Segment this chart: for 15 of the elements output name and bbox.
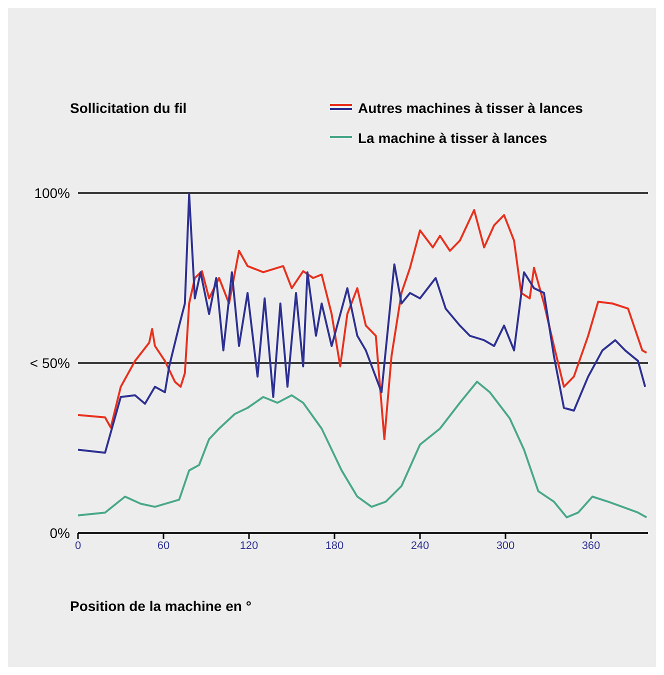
line-series [78, 380, 648, 518]
x-axis-title: Position de la machine en ° [70, 598, 252, 614]
x-tick-label: 240 [410, 540, 430, 552]
y-axis-title: Sollicitation du fil [70, 100, 187, 116]
x-tick-label: 60 [157, 540, 170, 552]
x-tick-label: 120 [240, 540, 258, 552]
legend-label: La machine à tisser à lances [358, 130, 548, 146]
x-tick-label: 0 [74, 540, 82, 552]
x-tick-label: 180 [325, 540, 344, 552]
x-tick-label: 360 [582, 540, 600, 552]
y-tick-label: 100% [34, 184, 70, 201]
y-tick-label: 0% [50, 524, 70, 541]
y-tick-label: < 50% [30, 354, 70, 371]
legend-label: Autres machines à tisser à lances [358, 100, 584, 116]
x-tick-label: 300 [496, 540, 515, 552]
